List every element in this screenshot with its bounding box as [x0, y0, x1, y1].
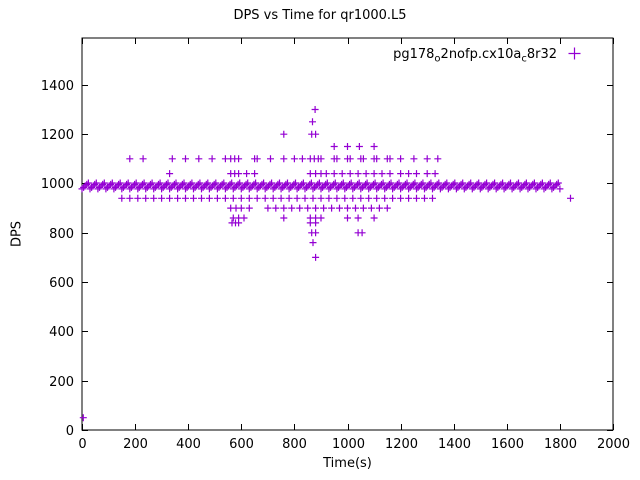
x-axis-label: Time(s): [323, 456, 372, 471]
x-tick-label: 800: [282, 437, 307, 452]
x-tick-label: 1600: [491, 437, 524, 452]
x-tick-label: 400: [176, 437, 201, 452]
y-tick-label: 200: [49, 375, 74, 390]
chart-title: DPS vs Time for qr1000.L5: [233, 8, 407, 23]
legend-label-subscript: o: [434, 53, 441, 65]
legend: pg178o2nofp.cx10ac8r32: [393, 46, 582, 65]
legend-marker-plus: [568, 47, 581, 60]
y-tick-label: 1000: [41, 177, 74, 192]
x-tick-label: 2000: [597, 437, 630, 452]
y-tick-label: 0: [66, 424, 74, 439]
y-axis-label: DPS: [9, 220, 25, 248]
legend-label-part: pg178: [393, 46, 435, 62]
x-tick-label: 600: [229, 437, 254, 452]
y-tick-label: 1400: [41, 79, 74, 94]
x-tick-label: 1200: [385, 437, 418, 452]
legend-marker-icon: [567, 46, 582, 65]
legend-label-subscript: c: [521, 53, 527, 65]
legend-label: pg178o2nofp.cx10ac8r32: [393, 47, 557, 65]
y-tick-label: 800: [49, 227, 74, 242]
plot-border: [81, 37, 614, 431]
x-tick-label: 1000: [332, 437, 365, 452]
x-tick-label: 200: [123, 437, 148, 452]
legend-label-part: 2nofp.cx10a: [440, 46, 522, 62]
legend-label-part: 8r32: [526, 46, 557, 62]
x-tick-label: 1400: [438, 437, 471, 452]
y-tick-label: 600: [49, 276, 74, 291]
scatter-points: [78, 106, 574, 422]
x-tick-label: 1800: [544, 437, 577, 452]
x-tick-label: 0: [78, 437, 86, 452]
y-tick-label: 1200: [41, 128, 74, 143]
y-tick-label: 400: [49, 325, 74, 340]
